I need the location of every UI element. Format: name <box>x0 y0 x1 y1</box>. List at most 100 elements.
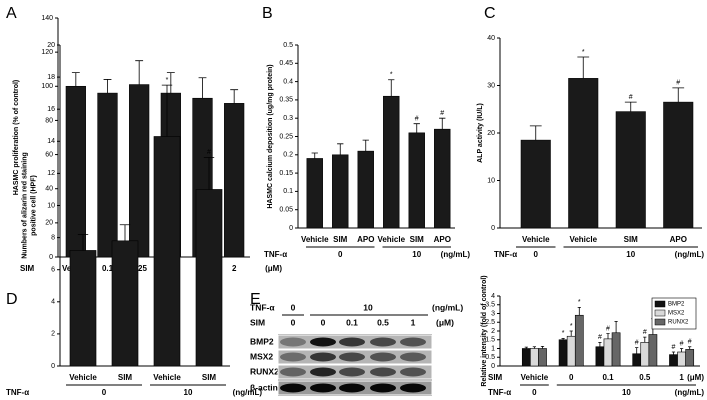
y-axis-label: HASMC calcium deposition (ug/mg protein) <box>267 64 274 208</box>
panel-label: B <box>262 5 273 22</box>
bar <box>408 132 425 229</box>
error-bar <box>198 77 207 99</box>
y-tick-label: 10 <box>487 177 495 184</box>
group-label: 0 <box>102 388 107 397</box>
bar <box>568 78 599 229</box>
row-label: SIM <box>20 264 35 273</box>
error-bar <box>606 333 610 339</box>
y-tick-label: 0.35 <box>279 97 293 104</box>
bar <box>648 334 658 367</box>
western-blot: E TNF-α 0 10 (ng/mL) SIM 0 0 0.1 0.5 1 (… <box>250 291 463 396</box>
y-tick-label: 14 <box>47 138 55 145</box>
y-tick-label: 0 <box>49 254 53 261</box>
error-bar <box>635 347 639 354</box>
y-tick-label: 8 <box>51 234 55 241</box>
x-tick-label: Vehicle <box>521 373 549 382</box>
significance-mark: # <box>598 334 602 341</box>
error-bar <box>337 143 344 155</box>
significance-mark: # <box>440 110 444 117</box>
blot-band <box>400 352 426 362</box>
y-tick-label: 0 <box>289 225 293 232</box>
error-bar <box>561 337 565 340</box>
legend-label: BMP2 <box>668 302 685 308</box>
x-tick-label: APO <box>357 235 374 244</box>
y-tick-label: 40 <box>45 186 53 193</box>
x-tick-label: Vehicle <box>69 373 97 382</box>
y-tick-label: 3 <box>491 310 495 317</box>
x-tick-label: SIM <box>333 235 348 244</box>
bar <box>566 335 576 367</box>
blot-band <box>400 367 426 377</box>
blot-band <box>280 383 306 393</box>
legend-swatch <box>654 318 666 326</box>
x-tick-label: Vehicle <box>301 235 329 244</box>
x-tick-label: SIM <box>118 373 133 382</box>
dose-label: 10 <box>363 302 373 312</box>
row-label: MSX2 <box>250 351 273 361</box>
significance-mark: * <box>166 77 169 84</box>
x-tick-label: Vehicle <box>153 373 181 382</box>
x-tick-label: 2 <box>232 264 237 273</box>
y-tick-label: 2 <box>491 328 495 335</box>
significance-mark: # <box>629 94 633 101</box>
row-label: β-actin <box>250 382 278 392</box>
bar <box>111 240 139 367</box>
bar <box>195 189 223 367</box>
significance-mark: # <box>643 329 647 336</box>
error-bar <box>119 224 131 241</box>
error-bar <box>71 72 80 87</box>
error-bar <box>624 101 637 112</box>
blot-band <box>370 367 396 377</box>
y-tick-label: 4 <box>491 293 495 300</box>
error-bar <box>598 341 602 347</box>
x-tick-label: 0.25 <box>131 264 147 273</box>
x-tick-label: Vehicle <box>522 235 550 244</box>
error-bar <box>529 125 542 141</box>
blot-band <box>280 352 306 362</box>
y-tick-label: 120 <box>41 49 53 56</box>
y-tick-label: 40 <box>487 35 495 42</box>
y-tick-label: 0.15 <box>279 170 293 177</box>
x-tick-label: 0.1 <box>102 264 114 273</box>
blot-band <box>280 367 306 377</box>
blot-band <box>370 337 396 347</box>
blot-band <box>400 337 426 347</box>
significance-mark: # <box>688 339 692 346</box>
bar <box>434 128 451 229</box>
legend-label: MSX2 <box>668 311 685 317</box>
bar <box>595 346 605 367</box>
row-label: TNF-α <box>488 388 511 397</box>
blot-band <box>310 367 336 377</box>
blot-band <box>370 352 396 362</box>
dose-label: 0 <box>321 317 326 327</box>
significance-mark: # <box>680 340 684 347</box>
y-tick-label: 80 <box>45 117 53 124</box>
y-tick-label: 0 <box>51 363 55 370</box>
dose-label: 0 <box>291 302 296 312</box>
error-bar <box>413 123 420 133</box>
error-bar <box>103 79 112 94</box>
y-tick-label: 0.45 <box>279 60 293 67</box>
x-tick-label: 0.5 <box>639 373 651 382</box>
blot-band <box>339 337 365 347</box>
error-bar <box>311 152 318 159</box>
bar <box>530 348 539 367</box>
error-bar <box>388 79 395 97</box>
error-bar <box>688 346 692 350</box>
row-label: SIM <box>488 373 503 382</box>
blot-band <box>370 383 396 393</box>
error-bar <box>643 336 647 343</box>
bar <box>332 154 349 229</box>
y-axis-label: positive cell (HPF) <box>30 175 37 236</box>
significance-mark: * <box>570 323 573 330</box>
bar <box>632 353 642 367</box>
unit-label: (μM) <box>436 317 454 327</box>
error-bar <box>540 346 545 349</box>
y-tick-label: 20 <box>47 42 55 49</box>
blot-band <box>339 352 365 362</box>
error-bar <box>524 346 528 349</box>
y-tick-label: 0 <box>491 225 495 232</box>
error-bar <box>532 346 537 349</box>
